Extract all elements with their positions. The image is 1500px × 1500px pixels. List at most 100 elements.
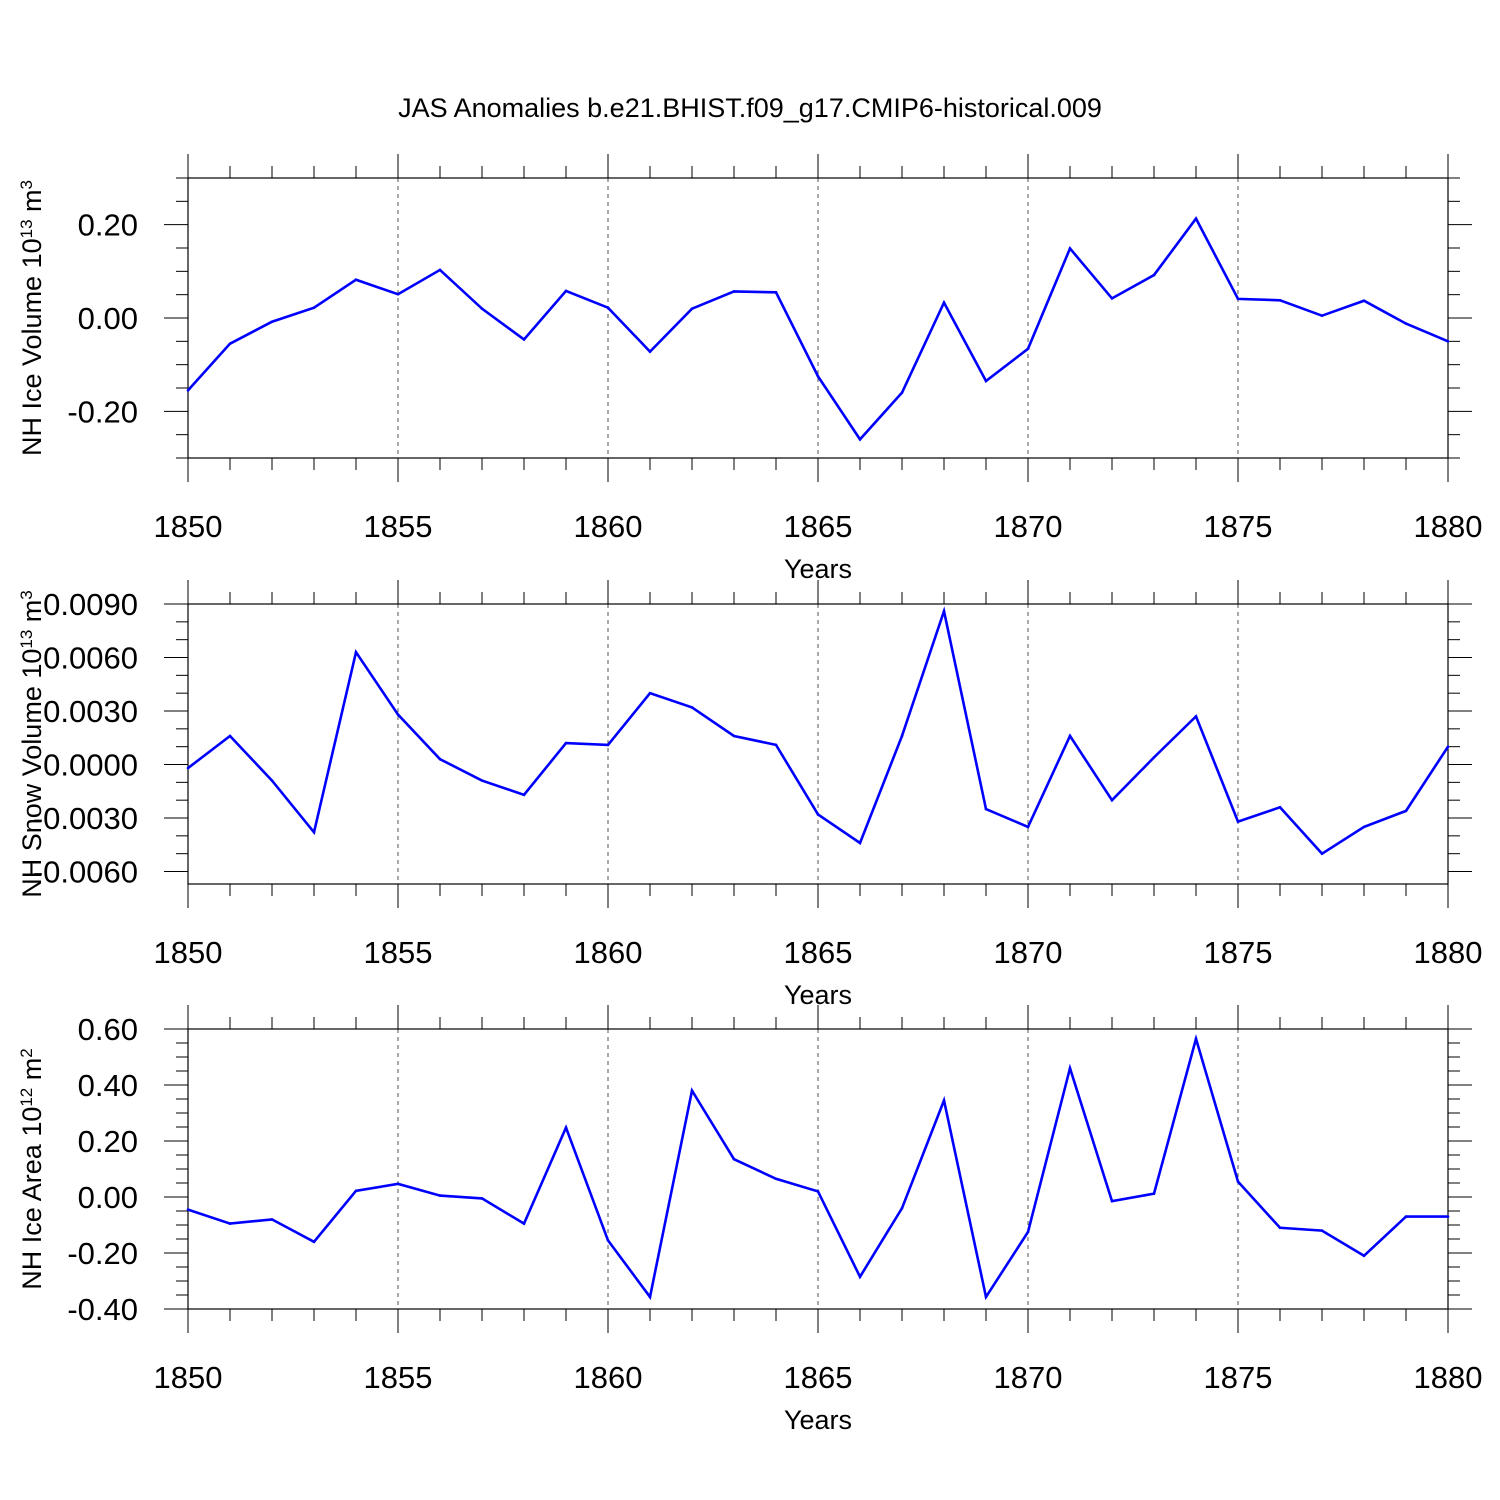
data-point: [1446, 745, 1450, 748]
x-tick-label: 1870: [994, 1360, 1063, 1395]
data-point: [1362, 1254, 1366, 1258]
data-point: [1068, 734, 1072, 738]
data-point: [1446, 1215, 1450, 1218]
data-point: [648, 1295, 652, 1299]
data-point: [942, 609, 946, 613]
x-tick-label: 1875: [1204, 509, 1273, 544]
data-point: [1152, 1192, 1156, 1195]
data-point: [732, 1157, 736, 1161]
y-axis-label-unit: m: [17, 1058, 47, 1088]
data-point: [1194, 1037, 1198, 1041]
x-tick-label: 1860: [574, 1360, 643, 1395]
data-point: [1362, 299, 1366, 303]
x-tick-label: 1880: [1414, 935, 1483, 970]
data-point: [606, 306, 610, 310]
x-tick-label: 1880: [1414, 1360, 1483, 1395]
data-point: [1278, 806, 1282, 809]
y-axis-label-text: NH Ice Area 10: [17, 1107, 47, 1290]
y-tick-label: 0.40: [78, 1068, 138, 1103]
data-point: [186, 766, 190, 770]
panel-2: 1850 1855 1860 1865 1870 1875 1880Years0.00900…: [17, 580, 1483, 1010]
panel-3: 1850 1855 1860 1865 1870 1875 1880 Years 0.60 0.4…: [17, 1005, 1483, 1435]
data-point: [396, 1182, 400, 1186]
data-point: [774, 1177, 778, 1181]
x-tick-label: 1850: [154, 1360, 223, 1395]
data-point: [228, 342, 232, 345]
data-point: [354, 1189, 358, 1193]
panel-1: 1850 1855 1860 1865 1870 1875 1880 Years 0.20 0.0…: [17, 154, 1482, 584]
y-tick-label: 0.00: [78, 301, 138, 336]
y-tick-label: 0.60: [78, 1012, 138, 1047]
data-point: [1320, 314, 1324, 317]
data-point: [858, 841, 862, 845]
data-point: [774, 743, 778, 747]
y-tick-label: -0.20: [67, 1236, 138, 1271]
data-point: [1404, 809, 1408, 813]
x-tick-label: 1855: [364, 1360, 433, 1395]
x-tick-label: 1850: [154, 509, 223, 544]
data-point: [1110, 798, 1114, 802]
data-point: [522, 338, 526, 341]
data-point: [606, 743, 610, 747]
data-point: [396, 713, 400, 716]
data-point: [1236, 820, 1240, 823]
data-point: [186, 389, 190, 392]
data-point: [900, 1206, 904, 1210]
x-tick-label: 1865: [784, 1360, 853, 1395]
y-axis-label-exp: 13: [17, 630, 36, 649]
data-point: [1278, 1226, 1282, 1230]
y-tick-label: 0.00: [78, 1180, 138, 1215]
data-point: [690, 706, 694, 709]
y-axis-label: NH Snow Volume 1013 m3: [17, 590, 48, 898]
data-point: [816, 813, 820, 816]
data-point: [648, 691, 652, 695]
data-point: [1026, 825, 1030, 829]
y-axis-label: NH Ice Area 1012 m2: [17, 1048, 48, 1289]
data-point: [564, 741, 568, 745]
data-point: [186, 1208, 190, 1211]
x-tick-label: 1875: [1204, 935, 1273, 970]
data-point: [480, 1197, 484, 1200]
data-point: [270, 320, 274, 324]
data-point: [1446, 340, 1450, 343]
data-point: [1320, 1229, 1324, 1232]
x-tick-label: 1870: [994, 509, 1063, 544]
data-point: [1026, 347, 1030, 351]
data-point: [606, 1239, 610, 1242]
x-tick-label: 1855: [364, 509, 433, 544]
data-point: [858, 438, 862, 441]
y-tick-label: -0.40: [67, 1292, 138, 1327]
y-tick-label: -0.0060: [33, 855, 138, 890]
data-point: [228, 734, 232, 738]
data-point: [690, 307, 694, 310]
y-tick-label: 0.0060: [43, 641, 138, 676]
y-tick-label: -0.20: [67, 394, 138, 429]
data-point: [1362, 825, 1366, 829]
data-point: [732, 290, 736, 293]
data-point: [900, 734, 904, 738]
x-tick-label: 1855: [364, 935, 433, 970]
data-point: [774, 291, 778, 294]
data-point: [1152, 273, 1156, 277]
x-tick-label: 1850: [154, 935, 223, 970]
data-point: [690, 1089, 694, 1092]
data-point: [1194, 217, 1198, 220]
data-point: [1320, 852, 1324, 855]
y-axis-label-exp: 12: [17, 1088, 36, 1107]
data-point: [354, 278, 358, 282]
y-tick-label: 0.0090: [43, 587, 138, 622]
data-point: [522, 793, 526, 797]
data-point: [1278, 298, 1282, 302]
data-point: [1152, 756, 1156, 759]
data-point: [1068, 1066, 1072, 1070]
data-point: [1236, 1180, 1240, 1183]
x-tick-label: 1860: [574, 935, 643, 970]
y-tick-label: 0.0000: [43, 748, 138, 783]
data-point: [312, 830, 316, 834]
data-point: [228, 1222, 232, 1225]
data-point: [312, 1240, 316, 1244]
x-tick-label: 1860: [574, 509, 643, 544]
data-point: [480, 307, 484, 310]
y-axis-label-unit-exp: 2: [17, 1048, 36, 1057]
